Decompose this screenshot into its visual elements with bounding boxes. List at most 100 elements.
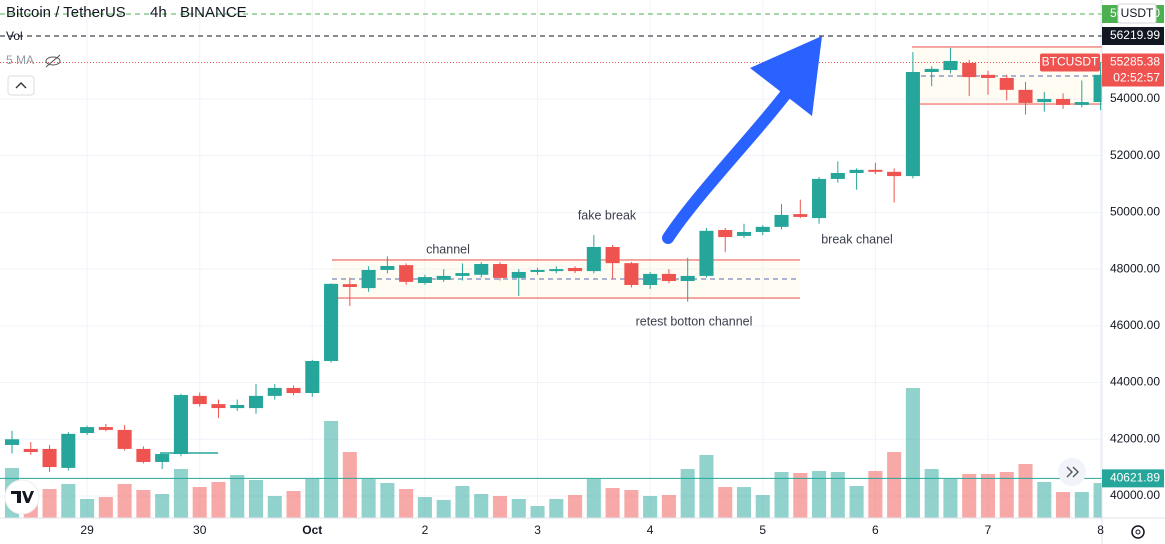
candle-body (849, 169, 864, 173)
hide-icon[interactable] (45, 54, 61, 68)
annotation: retest botton channel (636, 314, 753, 328)
volume-bar (455, 486, 470, 518)
candle-body (23, 448, 38, 453)
candle-body (812, 178, 827, 219)
drawings (160, 46, 1102, 454)
volume-bar (286, 491, 301, 518)
volume-bar (1018, 464, 1033, 518)
price-badge (1102, 26, 1164, 45)
volume-bar (42, 489, 57, 518)
candle-body (549, 269, 564, 272)
candle-body (943, 60, 958, 71)
countdown: 02:52:57 (1113, 71, 1160, 85)
volume-bar (605, 488, 620, 518)
settings-icon[interactable] (1131, 525, 1145, 539)
candle-body (1018, 89, 1033, 103)
annotation: fake break (578, 208, 637, 222)
candle-body (624, 263, 639, 285)
symbol-badge (1040, 53, 1100, 72)
collapse-button[interactable] (7, 75, 35, 96)
volume-bar (943, 479, 958, 518)
candle-body (511, 271, 526, 278)
volume-bar (1093, 483, 1102, 518)
volume-bar (718, 487, 733, 518)
volume-bar (173, 469, 188, 518)
volume-bar (1074, 492, 1089, 518)
tv-logo[interactable] (4, 479, 40, 515)
candle-body (267, 387, 282, 396)
candle-body (286, 387, 301, 394)
price-badge (1102, 469, 1164, 488)
candle-body (211, 404, 226, 409)
candle-body (774, 214, 789, 227)
candle-body (474, 264, 489, 275)
candle-body (643, 273, 658, 285)
candle-body (699, 230, 714, 276)
price-badge-label: 40621.89 (1110, 471, 1160, 485)
candle-body (361, 269, 376, 289)
arrow-shaft (662, 72, 804, 244)
candle-body (868, 169, 883, 172)
x-tick-label: 4 (647, 523, 654, 537)
x-tick-label: 6 (872, 523, 879, 537)
candle-body (98, 427, 113, 430)
candle-body (305, 360, 320, 394)
volume-bar (793, 473, 808, 518)
candle-body (417, 277, 432, 284)
volume-bar (549, 499, 564, 518)
candle-body (568, 267, 583, 272)
volume-bar (530, 506, 545, 518)
candle-body (42, 448, 57, 468)
scroll-button[interactable] (1058, 458, 1086, 486)
candle-body (4, 439, 20, 445)
y-tick-label: 54000.00 (1110, 91, 1160, 105)
candle-body (380, 265, 395, 270)
y-tick-label: 48000.00 (1110, 261, 1160, 275)
volume-label: Vol (6, 29, 23, 43)
x-tick-label: Oct (302, 523, 322, 537)
volume-bar (680, 469, 695, 518)
currency-label: USDT (1121, 6, 1154, 20)
countdown-badge (1102, 71, 1164, 87)
axes: 40000.00 42000.00 44000.00 46000.00 48000.00… (80, 91, 1160, 537)
volume-bar (887, 452, 902, 518)
price-badges: 56995.0056219.9955285.3840621.89BTCUSDT0… (1040, 3, 1164, 488)
price-badge-label: 55285.38 (1110, 55, 1160, 69)
volume-bar (342, 452, 357, 518)
annotation: break chanel (821, 232, 893, 246)
volume-bar (230, 475, 245, 518)
x-tick-label: 8 (1097, 523, 1104, 537)
volume-bar (305, 479, 320, 518)
volume-bar (267, 496, 282, 518)
volume-bar (511, 499, 526, 518)
candle-body (248, 395, 264, 409)
volume-bar (849, 486, 864, 518)
candle-body (324, 283, 339, 361)
y-tick-label: 46000.00 (1110, 318, 1160, 332)
candle-body (230, 404, 245, 409)
candle-body (192, 395, 207, 405)
candle-body (905, 72, 920, 177)
symbol-badge-label: BTCUSDT (1042, 55, 1099, 69)
volume-bar (586, 479, 601, 518)
volume-bar (1056, 492, 1071, 518)
arrow (662, 36, 822, 244)
candle-body (492, 264, 508, 278)
candle-body (136, 448, 151, 462)
volume-bar (643, 496, 658, 518)
candle-body (436, 275, 451, 280)
volume-bar (905, 388, 920, 518)
candle-body (117, 429, 132, 449)
volume-bar (136, 490, 151, 518)
volume-bar (492, 496, 508, 518)
volume-bar (80, 499, 95, 518)
exchange: BINANCE (180, 4, 247, 21)
candle-body (680, 275, 695, 282)
volume-bar (736, 487, 752, 518)
volume-bar (399, 489, 414, 518)
volume-layer (4, 388, 1102, 518)
volume-bar (248, 480, 264, 518)
candle-body (1037, 98, 1052, 103)
x-tick-label: 5 (759, 523, 766, 537)
volume-bar (830, 472, 845, 518)
